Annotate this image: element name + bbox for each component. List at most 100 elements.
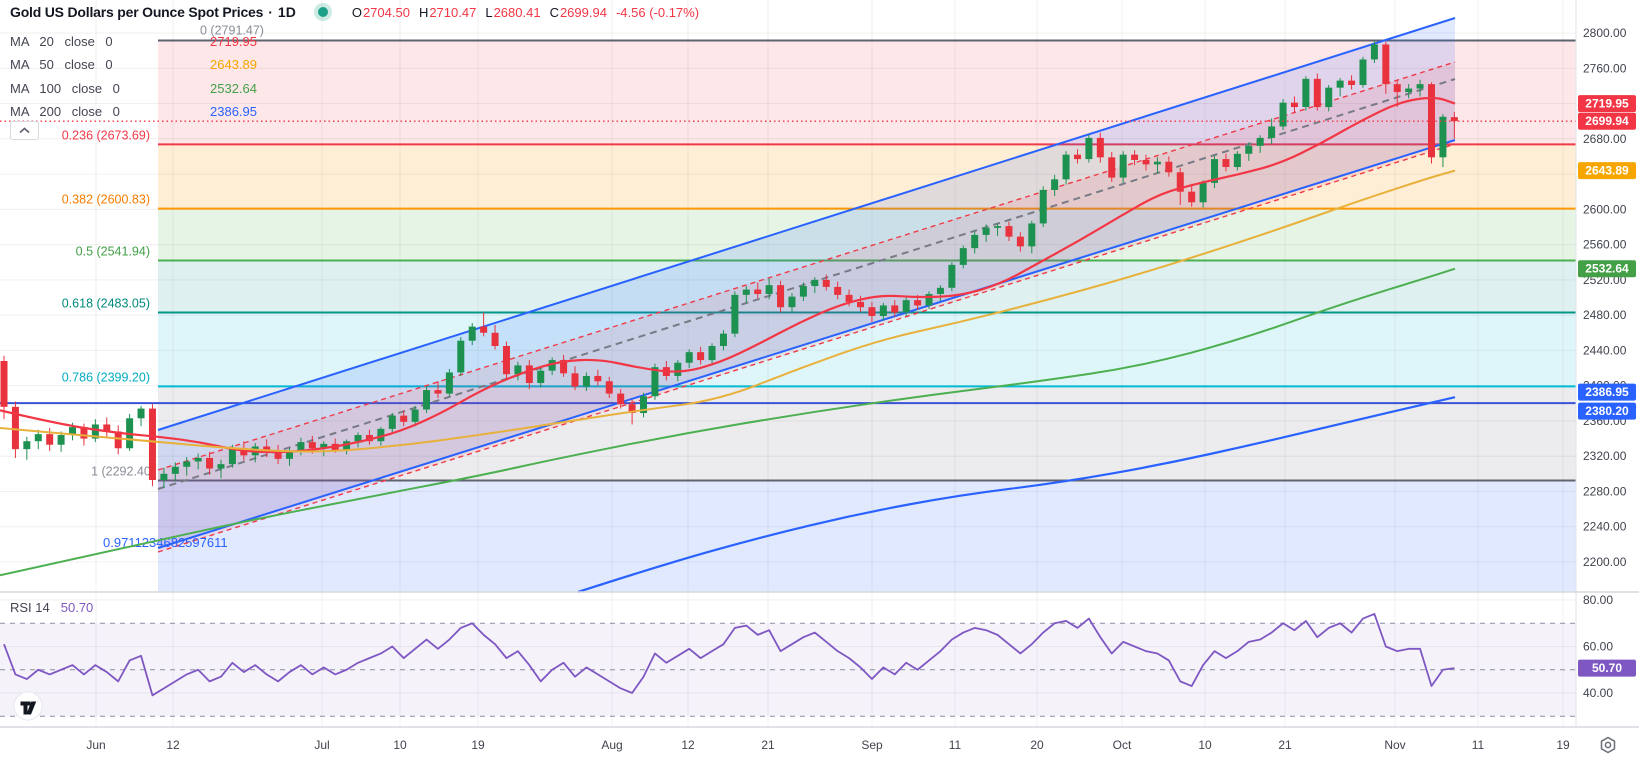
candle-body	[994, 226, 1002, 228]
candle-body	[1153, 161, 1161, 165]
rsi-pane	[0, 613, 1576, 717]
candle-body	[1028, 223, 1036, 247]
candle-body	[640, 396, 648, 413]
ma50-value: 2643.89	[210, 56, 257, 72]
rsi-axis-label: 60.00	[1583, 640, 1613, 654]
candle-body	[742, 289, 750, 295]
candle-body	[57, 435, 65, 445]
title-separator: ·	[268, 4, 273, 20]
candle-body	[160, 473, 168, 481]
candle-body	[114, 431, 122, 449]
candle-body	[183, 461, 191, 467]
price-axis-label: 2680.00	[1583, 132, 1627, 146]
channel-upper-line	[157, 17, 1456, 431]
candle-body	[1348, 80, 1356, 86]
ma100-value: 2532.64	[210, 80, 257, 96]
candle-body	[914, 300, 922, 306]
low-value: L2680.41	[485, 4, 541, 20]
time-axis-label: Aug	[601, 738, 622, 752]
candle-body	[434, 390, 442, 394]
interval-label[interactable]: 1D	[277, 4, 296, 20]
time-axis-label: Jul	[314, 738, 329, 752]
axis-badge-value: 2699.94	[1585, 114, 1629, 128]
candle-body	[274, 451, 282, 459]
high-value: H2710.47	[418, 4, 477, 20]
tradingview-logo[interactable]	[13, 691, 43, 726]
axis-badge	[1578, 383, 1636, 401]
candle-body	[69, 427, 77, 436]
ma-legend-row-50[interactable]: MA 50 close 0 2643.89	[10, 56, 257, 72]
channel-lower-line	[157, 139, 1456, 549]
rsi-band	[0, 623, 1576, 717]
candle-body	[765, 285, 773, 294]
candle-body	[1108, 157, 1116, 178]
axis-badge	[1578, 659, 1636, 677]
time-axis-label: 19	[1556, 738, 1570, 752]
ma-legend-row-100[interactable]: MA 100 close 0 2532.64	[10, 80, 257, 96]
candle-body	[697, 352, 705, 361]
ma-line-ma100[interactable]	[0, 267, 1456, 577]
candle-body	[811, 279, 819, 287]
candle-body	[354, 435, 362, 442]
ma20-value: 2719.95	[210, 33, 257, 49]
candle-body	[34, 434, 42, 442]
rsi-axis-label: 40.00	[1583, 686, 1613, 700]
candle-body	[1405, 88, 1413, 93]
axis-badge-value: 2643.89	[1585, 164, 1629, 178]
candle-body	[0, 360, 8, 407]
axis-badge-value: 2719.95	[1585, 97, 1629, 111]
pane-settings-button[interactable]	[1598, 735, 1618, 760]
candle-body	[971, 234, 979, 249]
axis-badge-value: 2386.95	[1585, 385, 1629, 399]
axis-badge-value: 2532.64	[1585, 262, 1629, 276]
axis-badge	[1578, 402, 1636, 420]
candle-body	[1211, 159, 1219, 183]
candle-body	[423, 390, 431, 410]
candle-body	[788, 296, 796, 308]
grid	[0, 0, 1576, 727]
candle-body	[1222, 159, 1230, 168]
price-axis-label: 2200.00	[1583, 555, 1627, 569]
candle-body	[1073, 154, 1081, 160]
candle-body	[11, 406, 19, 450]
candle-body	[560, 360, 568, 374]
candle-body	[320, 443, 328, 449]
candle-body	[1450, 117, 1458, 122]
time-axis-label: Oct	[1113, 738, 1132, 752]
close-value: C2699.94	[549, 4, 607, 20]
fib-label: 0.382 (2600.83)	[62, 193, 150, 207]
time-axis-label: Jun	[86, 738, 105, 752]
candle-body	[468, 326, 476, 341]
market-status-icon[interactable]	[317, 7, 328, 17]
rsi-line[interactable]	[3, 613, 1455, 697]
candle-body	[1051, 179, 1059, 190]
time-axis-label: Sep	[861, 738, 883, 752]
ma-legend-row-200[interactable]: MA 200 close 0 2386.95	[10, 103, 257, 119]
rsi-legend-row[interactable]: RSI 14 50.70	[10, 600, 94, 615]
time-axis-label: 10	[393, 738, 407, 752]
candle-body	[651, 367, 659, 397]
candle-body	[206, 457, 214, 469]
price-axis-label: 2560.00	[1583, 238, 1627, 252]
symbol-title[interactable]: Gold US Dollars per Ounce Spot Prices	[10, 4, 264, 20]
candle-body	[377, 428, 385, 442]
ma-line-ma50[interactable]	[0, 169, 1456, 453]
legend-collapse-button[interactable]	[10, 121, 39, 140]
candle-body	[91, 424, 99, 439]
rsi-axis[interactable]	[1576, 592, 1639, 727]
candle-body	[868, 307, 876, 317]
candle-body	[286, 450, 293, 459]
candle-body	[948, 264, 956, 288]
price-axis[interactable]	[1576, 0, 1639, 592]
ma-line-ma200[interactable]	[577, 396, 1456, 594]
candle-body	[194, 457, 202, 462]
price-axis-label: 2600.00	[1583, 202, 1627, 216]
time-axis[interactable]	[0, 727, 1639, 760]
time-axis-label: 21	[1278, 738, 1292, 752]
time-axis-label: 10	[1198, 738, 1212, 752]
ma-legend-row-20[interactable]: MA 20 close 0 2719.95	[10, 33, 257, 49]
candle-body	[80, 427, 88, 439]
candle-body	[1336, 80, 1344, 88]
